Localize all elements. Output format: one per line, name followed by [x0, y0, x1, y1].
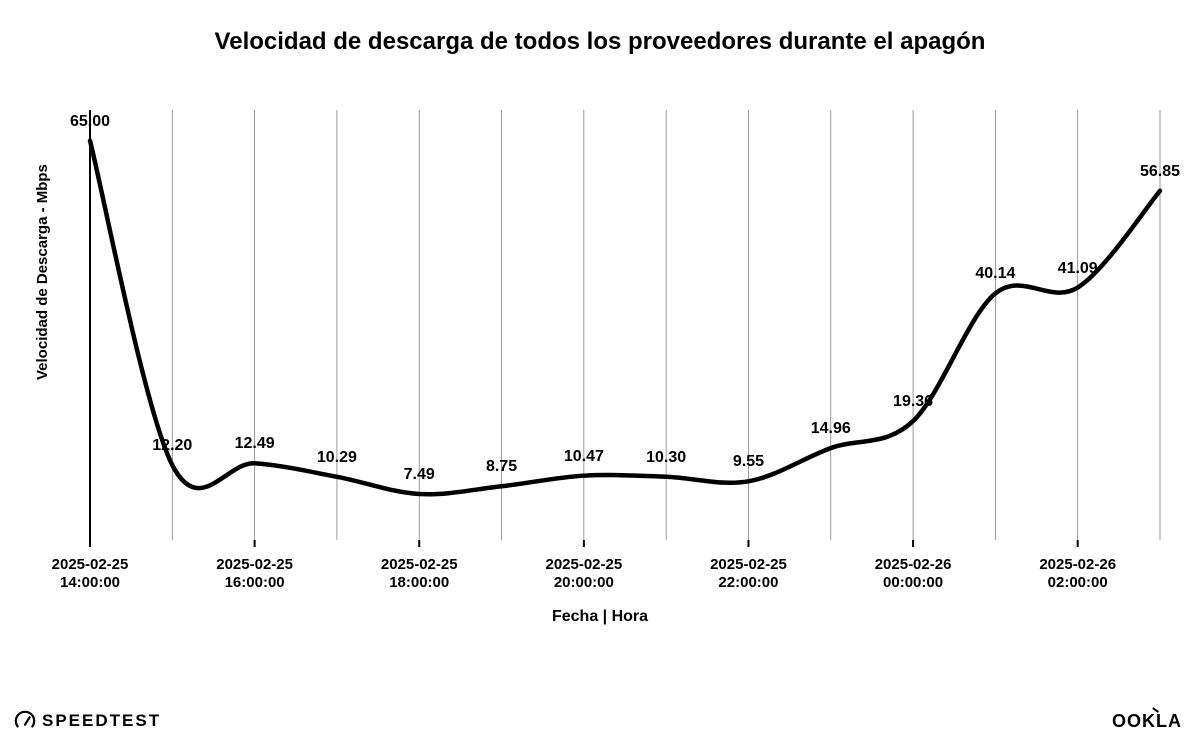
- x-tick-label: 2025-02-2520:00:00: [545, 556, 622, 592]
- x-tick-label: 2025-02-2600:00:00: [875, 556, 952, 592]
- brand-ookla-oo: OO: [1112, 711, 1142, 731]
- x-tick-label: 2025-02-2518:00:00: [381, 556, 458, 592]
- data-point-label: 12.49: [235, 435, 275, 453]
- data-point-label: 10.29: [317, 449, 357, 467]
- x-tick-label: 2025-02-2522:00:00: [710, 556, 787, 592]
- data-point-label: 10.47: [564, 448, 604, 466]
- x-tick-label: 2025-02-2514:00:00: [52, 556, 129, 592]
- data-point-label: 40.14: [975, 265, 1015, 283]
- x-axis-label: Fecha | Hora: [0, 608, 1200, 626]
- chart-title: Velocidad de descarga de todos los prove…: [0, 28, 1200, 56]
- data-point-label: 56.85: [1140, 163, 1180, 181]
- y-axis-label: Velocidad de Descarga - Mbps: [34, 164, 51, 380]
- brand-ookla: OOKLA: [1112, 711, 1182, 732]
- x-tick-label: 2025-02-2516:00:00: [216, 556, 293, 592]
- x-tick-label: 2025-02-2602:00:00: [1039, 556, 1116, 592]
- brand-ookla-k: K: [1142, 711, 1156, 732]
- data-point-label: 19.36: [893, 393, 933, 411]
- plot-area: [90, 110, 1160, 540]
- data-point-label: 8.75: [486, 458, 517, 476]
- speedtest-gauge-icon: [14, 710, 36, 732]
- line-chart-svg: [90, 110, 1160, 540]
- data-point-label: 65.00: [70, 113, 110, 131]
- brand-ookla-la: LA: [1156, 711, 1182, 731]
- footer: SPEEDTEST OOKLA: [0, 700, 1200, 732]
- data-point-label: 12.20: [152, 437, 192, 455]
- chart-root: { "title": { "text": "Velocidad de desca…: [0, 0, 1200, 742]
- data-point-label: 9.55: [733, 453, 764, 471]
- data-point-label: 41.09: [1058, 260, 1098, 278]
- brand-speedtest-text: SPEEDTEST: [42, 711, 161, 731]
- data-point-label: 14.96: [811, 420, 851, 438]
- data-point-label: 10.30: [646, 449, 686, 467]
- brand-speedtest: SPEEDTEST: [14, 710, 161, 732]
- data-point-label: 7.49: [404, 466, 435, 484]
